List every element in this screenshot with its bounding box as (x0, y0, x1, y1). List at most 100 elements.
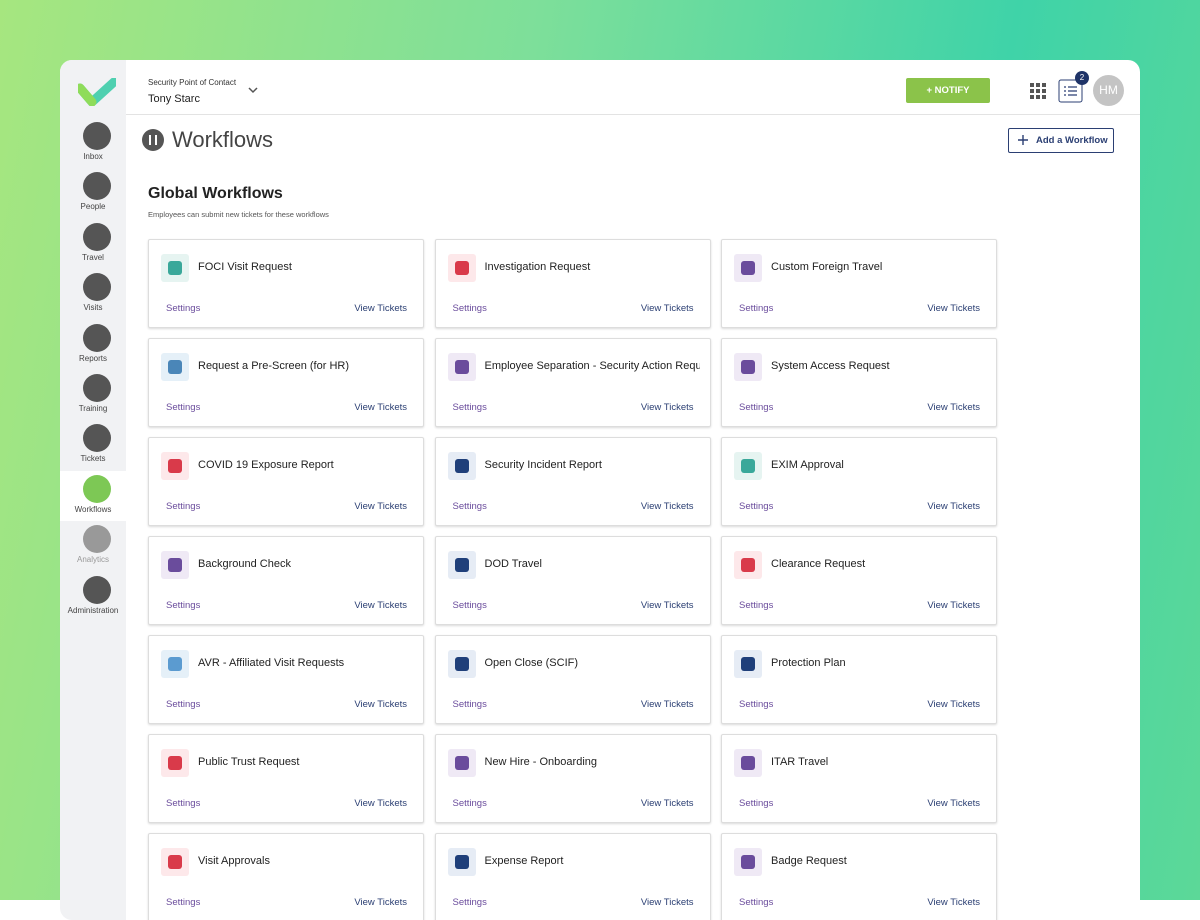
workflow-name[interactable]: Employee Separation - Security Action Re… (484, 360, 700, 372)
view-tickets-link[interactable]: View Tickets (354, 303, 407, 314)
view-tickets-link[interactable]: View Tickets (927, 600, 980, 611)
settings-link[interactable]: Settings (452, 897, 487, 908)
workflow-name[interactable]: Request a Pre-Screen (for HR) (198, 360, 349, 372)
workflow-card[interactable]: Visit Approvals Settings View Tickets (148, 833, 424, 920)
nav-item[interactable]: Workflows (60, 470, 126, 521)
workflow-card[interactable]: AVR - Affiliated Visit Requests Settings V… (148, 635, 424, 724)
workflow-card[interactable]: Background Check Settings View Tickets (148, 536, 424, 625)
nav-item[interactable]: Travel (60, 219, 126, 269)
workflow-name[interactable]: Protection Plan (771, 657, 846, 669)
nav-item[interactable]: Reports (60, 320, 126, 370)
view-tickets-link[interactable]: View Tickets (640, 897, 694, 908)
view-tickets-link[interactable]: View Tickets (640, 303, 694, 314)
view-tickets-link[interactable]: View Tickets (354, 897, 407, 908)
workflow-card[interactable]: DOD Travel Settings View Tickets (434, 536, 711, 625)
workflow-card[interactable]: COVID 19 Exposure Report Settings View Tic… (148, 437, 424, 526)
view-tickets-link[interactable]: View Tickets (927, 897, 980, 908)
settings-link[interactable]: Settings (739, 402, 774, 413)
workflow-name[interactable]: Clearance Request (771, 558, 866, 570)
nav-item[interactable]: Inbox (60, 118, 126, 168)
workflow-name[interactable]: ITAR Travel (771, 756, 829, 768)
settings-link[interactable]: Settings (166, 402, 201, 413)
workflow-card[interactable]: New Hire - Onboarding Settings View Ticket… (434, 734, 711, 823)
view-tickets-link[interactable]: View Tickets (354, 699, 407, 710)
workflow-name[interactable]: Open Close (SCIF) (484, 657, 579, 669)
add-workflow-button[interactable]: Add a Workflow (1008, 128, 1114, 153)
workflow-name[interactable]: Public Trust Request (198, 756, 300, 768)
workflow-card[interactable]: Employee Separation - Security Action Re… (434, 338, 711, 427)
settings-link[interactable]: Settings (166, 798, 201, 809)
dropdown-caret[interactable] (247, 85, 259, 95)
workflow-card[interactable]: Custom Foreign Travel Settings View Ticket… (721, 239, 997, 328)
workflow-card[interactable]: ITAR Travel Settings View Tickets (721, 734, 997, 823)
workflow-name[interactable]: DOD Travel (484, 558, 542, 570)
workflow-name[interactable]: Expense Report (484, 855, 564, 867)
view-tickets-link[interactable]: View Tickets (354, 501, 407, 512)
workflow-card[interactable]: EXIM Approval Settings View Tickets (721, 437, 997, 526)
nav-item[interactable]: People (60, 168, 126, 218)
settings-link[interactable]: Settings (452, 699, 487, 710)
settings-link[interactable]: Settings (166, 303, 201, 314)
settings-link[interactable]: Settings (166, 699, 201, 710)
workflow-name[interactable]: Background Check (198, 558, 291, 570)
workflow-name[interactable]: Investigation Request (484, 261, 591, 273)
settings-link[interactable]: Settings (739, 600, 774, 611)
settings-link[interactable]: Settings (166, 501, 201, 512)
workflow-name[interactable]: Badge Request (771, 855, 847, 867)
nav-item[interactable]: Training (60, 370, 126, 420)
workflow-name[interactable]: System Access Request (771, 360, 890, 372)
workflow-name[interactable]: FOCI Visit Request (198, 261, 292, 273)
nav-item[interactable]: Visits (60, 269, 126, 319)
workflow-name[interactable]: Visit Approvals (198, 855, 270, 867)
nav-item[interactable]: Administration (60, 572, 126, 622)
view-tickets-link[interactable]: View Tickets (927, 402, 980, 413)
settings-link[interactable]: Settings (739, 501, 774, 512)
settings-link[interactable]: Settings (452, 501, 487, 512)
settings-link[interactable]: Settings (739, 798, 774, 809)
settings-link[interactable]: Settings (166, 897, 201, 908)
workflow-card[interactable]: Badge Request Settings View Tickets (721, 833, 997, 920)
view-tickets-link[interactable]: View Tickets (354, 798, 407, 809)
notify-button[interactable]: + NOTIFY (906, 78, 990, 103)
view-tickets-link[interactable]: View Tickets (640, 501, 694, 512)
settings-link[interactable]: Settings (452, 402, 487, 413)
workflow-name[interactable]: AVR - Affiliated Visit Requests (198, 657, 345, 669)
settings-link[interactable]: Settings (452, 303, 487, 314)
workflow-card[interactable]: Open Close (SCIF) Settings View Tickets (434, 635, 711, 724)
settings-link[interactable]: Settings (452, 600, 487, 611)
view-tickets-link[interactable]: View Tickets (927, 501, 980, 512)
settings-link[interactable]: Settings (452, 798, 487, 809)
settings-link[interactable]: Settings (739, 303, 774, 314)
tasks-icon[interactable] (1058, 79, 1083, 103)
workflow-name[interactable]: COVID 19 Exposure Report (198, 459, 334, 471)
workflow-card[interactable]: Protection Plan Settings View Tickets (721, 635, 997, 724)
view-tickets-link[interactable]: View Tickets (354, 600, 407, 611)
settings-link[interactable]: Settings (739, 897, 774, 908)
view-tickets-link[interactable]: View Tickets (640, 402, 694, 413)
view-tickets-link[interactable]: View Tickets (354, 402, 407, 413)
workflow-card[interactable]: Clearance Request Settings View Tickets (721, 536, 997, 625)
view-tickets-link[interactable]: View Tickets (640, 798, 694, 809)
view-tickets-link[interactable]: View Tickets (927, 798, 980, 809)
view-tickets-link[interactable]: View Tickets (927, 699, 980, 710)
view-tickets-link[interactable]: View Tickets (927, 303, 980, 314)
view-tickets-link[interactable]: View Tickets (640, 699, 694, 710)
workflow-card[interactable]: Investigation Request Settings View Ticket… (434, 239, 711, 328)
workflow-card[interactable]: Expense Report Settings View Tickets (434, 833, 711, 920)
workflow-name[interactable]: Custom Foreign Travel (771, 261, 883, 273)
nav-item[interactable]: Analytics (60, 521, 126, 571)
nav-item[interactable]: Tickets (60, 420, 126, 470)
view-tickets-link[interactable]: View Tickets (640, 600, 694, 611)
workflow-name[interactable]: Security Incident Report (484, 459, 602, 471)
workflow-card[interactable]: Request a Pre-Screen (for HR) Settings Vie… (148, 338, 424, 427)
workflow-card[interactable]: System Access Request Settings View Ticket… (721, 338, 997, 427)
avatar[interactable]: HM (1093, 75, 1124, 106)
user-name[interactable]: Tony Starc (148, 93, 200, 105)
workflow-card[interactable]: FOCI Visit Request Settings View Tickets (148, 239, 424, 328)
settings-link[interactable]: Settings (166, 600, 201, 611)
workflow-card[interactable]: Public Trust Request Settings View Tickets (148, 734, 424, 823)
workflow-card[interactable]: Security Incident Report Settings View Tic… (434, 437, 711, 526)
workflow-name[interactable]: New Hire - Onboarding (484, 756, 598, 768)
workflow-name[interactable]: EXIM Approval (771, 459, 844, 471)
apps-icon[interactable] (1030, 83, 1046, 99)
